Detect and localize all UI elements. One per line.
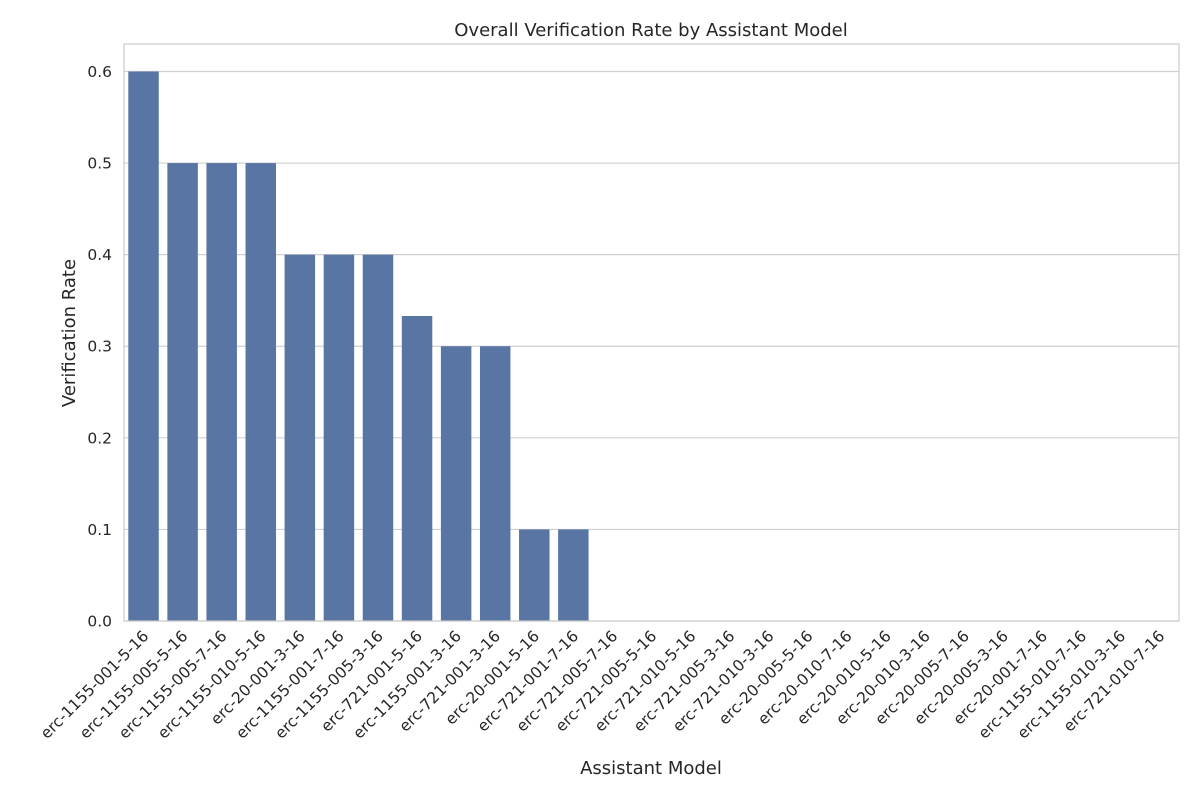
y-tick-label: 0.5 [87, 155, 112, 173]
grid-layer [124, 70, 1179, 622]
bar-erc-1155-001-7-16 [323, 254, 355, 621]
y-tick-label: 0.6 [87, 63, 112, 81]
y-tick-labels: 0.0 0.1 0.2 0.3 0.4 0.5 0.6 [87, 63, 112, 631]
y-tick-label: 0.1 [87, 521, 112, 539]
x-tick-labels: erc-1155-001-5-16erc-1155-005-5-16erc-11… [37, 627, 1168, 742]
plot-frame [123, 43, 1180, 622]
bar-erc-20-001-5-16 [519, 529, 550, 621]
bar-erc-721-001-3-16 [479, 346, 511, 621]
bar-erc-1155-001-3-16 [440, 346, 472, 621]
y-tick-label: 0.0 [87, 613, 112, 631]
y-axis-label: Verification Rate [59, 259, 80, 407]
chart-title: Overall Verification Rate by Assistant M… [454, 20, 847, 41]
x-axis-label: Assistant Model [580, 758, 722, 779]
y-tick-label: 0.2 [87, 429, 112, 447]
bar-erc-1155-005-7-16 [206, 163, 237, 622]
y-tick-label: 0.3 [87, 338, 112, 356]
bar-erc-1155-005-5-16 [167, 163, 198, 622]
y-tick-label: 0.4 [87, 246, 112, 264]
bar-erc-1155-005-3-16 [362, 254, 394, 621]
bar-erc-1155-010-5-16 [245, 163, 276, 622]
bar-erc-20-001-3-16 [284, 254, 316, 621]
bar-layer [128, 71, 589, 622]
bar-erc-721-001-7-16 [558, 529, 589, 621]
bar-erc-721-001-5-16 [401, 316, 433, 621]
bar-erc-1155-001-5-16 [128, 71, 159, 621]
